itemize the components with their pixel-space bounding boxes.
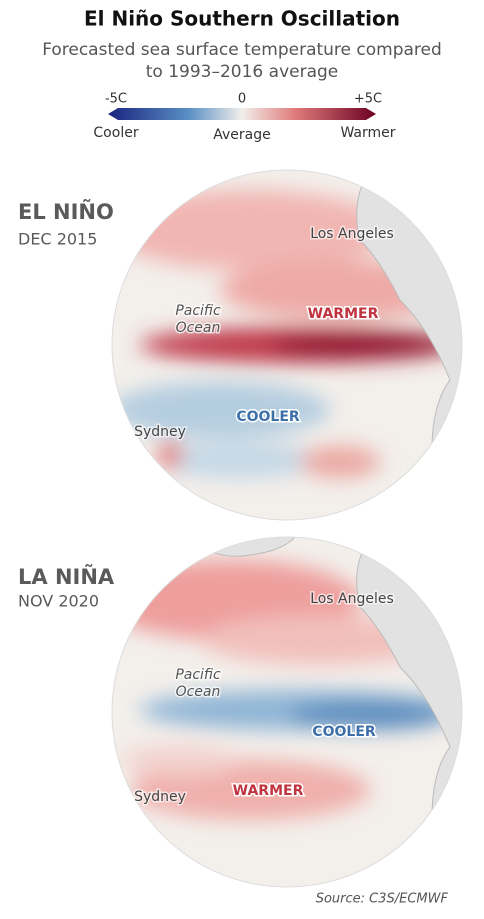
legend-label: Warmer: [340, 125, 395, 141]
color-scale: [108, 108, 376, 120]
panel-label: LA NIÑA: [18, 564, 115, 589]
place-label: Sydney: [134, 789, 186, 805]
ocean-label: Pacific: [175, 667, 221, 683]
source: Source: C3S/ECMWF: [316, 892, 449, 907]
globe-outline: [111, 536, 463, 888]
panel-label: EL NIÑO: [18, 199, 114, 224]
place-label: Los Angeles: [310, 591, 394, 607]
panel-date: NOV 2020: [18, 592, 99, 611]
legend-tick: 0: [238, 92, 246, 107]
globe: [112, 170, 462, 520]
place-label: Los Angeles: [310, 226, 394, 242]
globe: [112, 537, 462, 887]
legend-label: Average: [213, 127, 271, 143]
warm-label: WARMER: [233, 783, 304, 799]
legend-label: Cooler: [93, 125, 138, 141]
legend-tick: -5C: [105, 92, 127, 107]
panel-date: DEC 2015: [18, 230, 97, 249]
subtitle: Forecasted sea surface temperature compa…: [42, 40, 442, 60]
ocean-label: Ocean: [176, 684, 221, 700]
subtitle: to 1993–2016 average: [146, 62, 339, 82]
cool-label: COOLER: [312, 724, 376, 740]
cool-label: COOLER: [236, 409, 300, 425]
ocean-label: Pacific: [175, 303, 221, 319]
legend-tick: +5C: [354, 92, 382, 107]
title: El Niño Southern Oscillation: [84, 7, 400, 31]
place-label: Sydney: [134, 424, 186, 440]
ocean-label: Ocean: [176, 320, 221, 336]
warm-label: WARMER: [308, 306, 379, 322]
globe-outline: [111, 169, 463, 521]
